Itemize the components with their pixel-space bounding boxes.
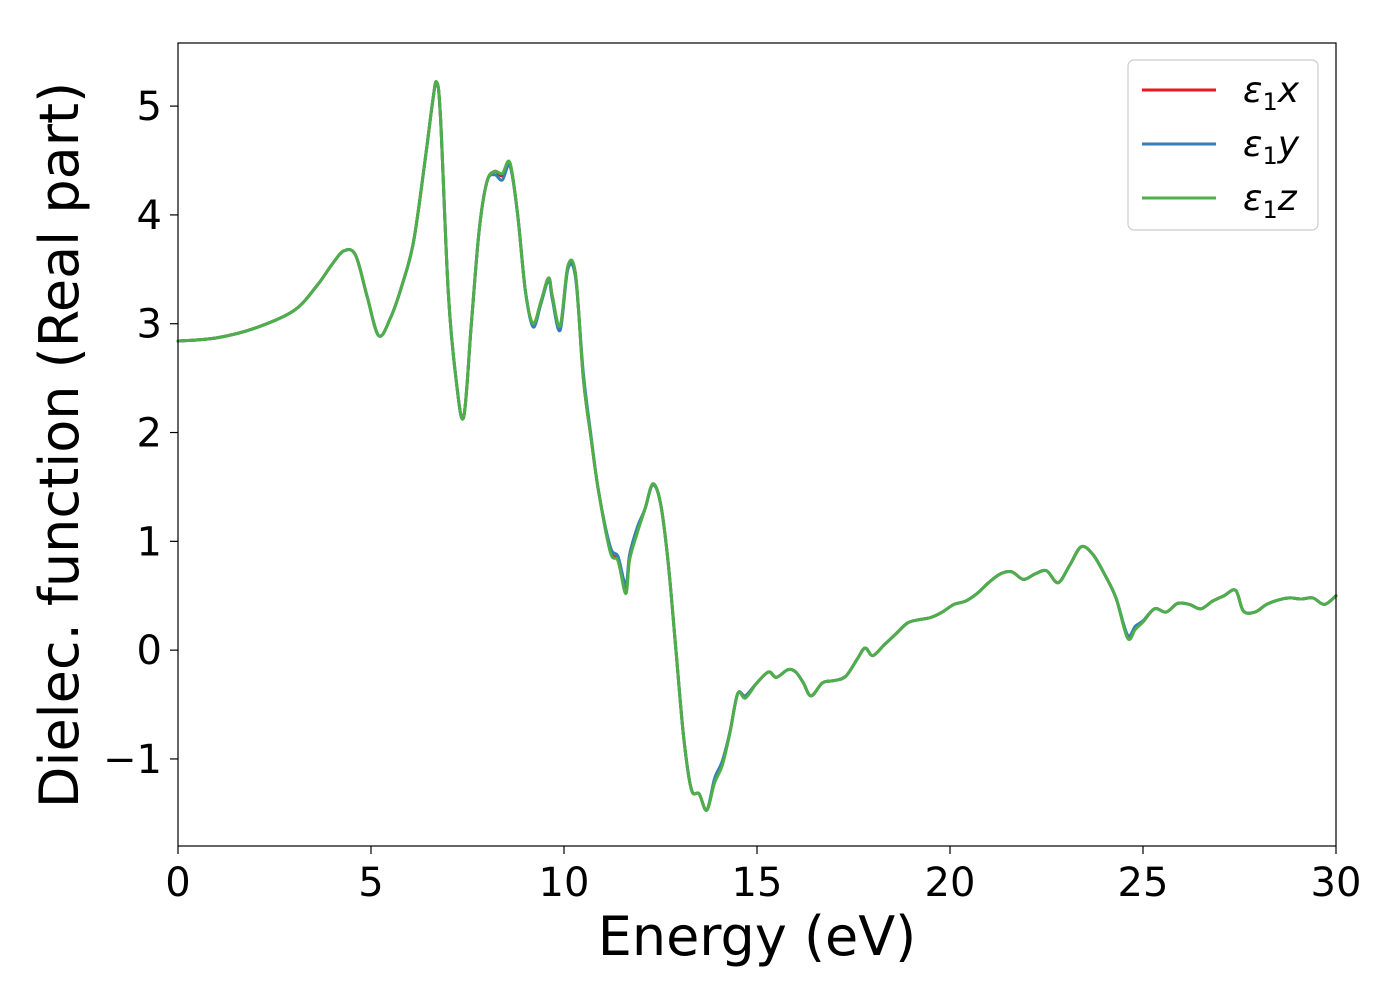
legend-label: ε1x xyxy=(1243,70,1300,116)
y-tick-label: 1 xyxy=(137,519,162,565)
legend-label: ε1y xyxy=(1243,124,1300,170)
y-tick-label: 4 xyxy=(137,193,162,239)
legend-label-subscript: 1 xyxy=(1262,196,1277,224)
y-tick-label: 5 xyxy=(137,84,162,130)
legend-label-variable: z xyxy=(1277,178,1298,219)
x-tick-label: 10 xyxy=(539,860,590,906)
x-tick-label: 20 xyxy=(925,860,976,906)
series-line-z xyxy=(176,80,1338,812)
legend-label-variable: y xyxy=(1277,124,1300,165)
legend-label: ε1z xyxy=(1243,178,1298,224)
x-tick-label: 30 xyxy=(1311,860,1362,906)
x-axis-title: Energy (eV) xyxy=(598,905,917,968)
y-tick-label: 2 xyxy=(137,411,162,457)
x-axis: 0 5 10 15 20 25 30 xyxy=(165,846,1361,906)
y-tick-label: 0 xyxy=(137,628,162,674)
legend-label-subscript: 1 xyxy=(1262,88,1277,116)
legend-label-subscript: 1 xyxy=(1262,142,1277,170)
series-layer xyxy=(176,80,1338,812)
legend-label-base: ε xyxy=(1243,70,1262,111)
legend-label-variable: x xyxy=(1277,70,1300,111)
x-tick-label: 15 xyxy=(732,860,783,906)
legend-label-base: ε xyxy=(1243,124,1262,165)
legend-box xyxy=(1127,59,1319,231)
x-tick-label: 25 xyxy=(1118,860,1169,906)
x-tick-label: 0 xyxy=(165,860,190,906)
y-axis-title: Dielec. function (Real part) xyxy=(28,82,91,808)
y-axis: −1 0 1 2 3 4 5 xyxy=(103,84,178,783)
y-tick-label: 3 xyxy=(137,302,162,348)
legend-label-base: ε xyxy=(1243,178,1262,219)
x-tick-label: 5 xyxy=(358,860,383,906)
y-tick-label: −1 xyxy=(103,737,162,783)
